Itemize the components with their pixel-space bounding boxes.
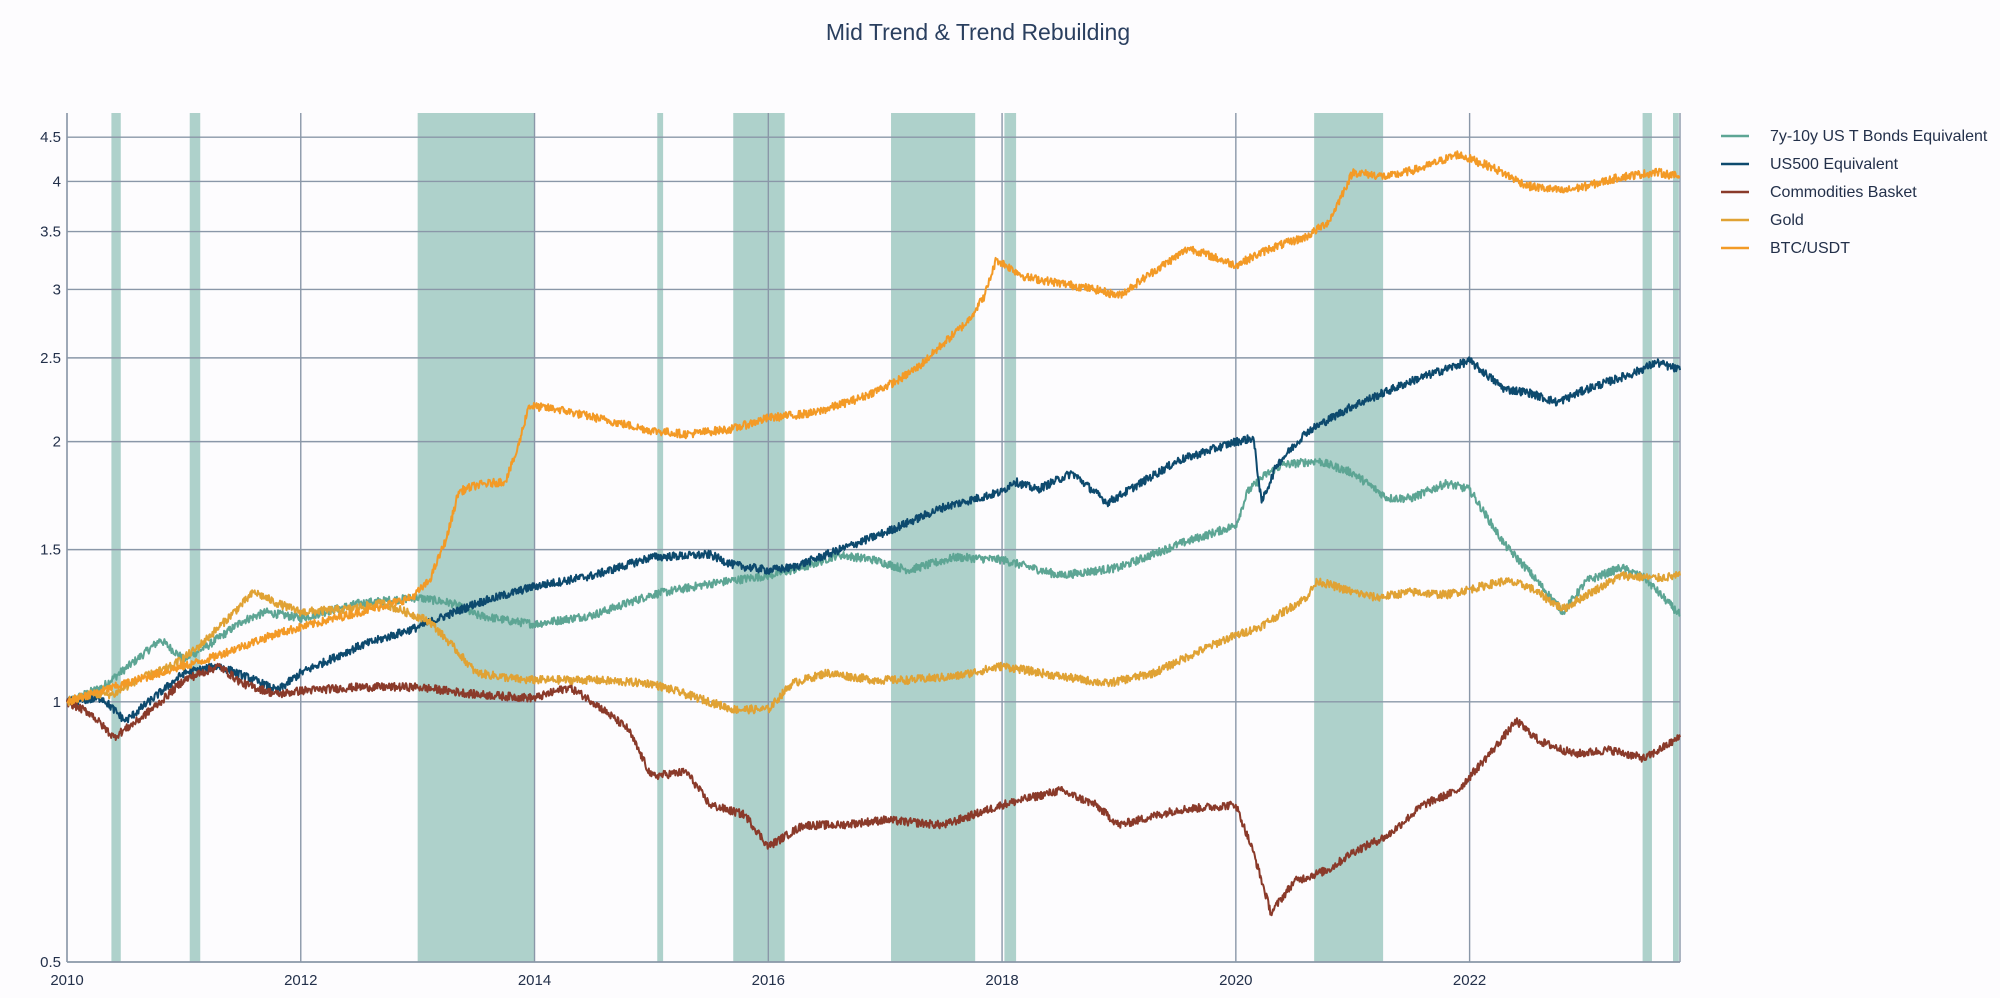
legend-label: US500 Equivalent xyxy=(1770,156,1899,173)
shaded-region xyxy=(417,113,535,962)
shaded-region xyxy=(1672,113,1679,962)
x-tick-label: 2014 xyxy=(518,972,551,989)
y-tick-label: 4 xyxy=(53,173,61,190)
y-tick-label: 1 xyxy=(53,694,61,711)
legend-item[interactable]: Gold xyxy=(1721,212,1804,229)
y-tick-label: 1.5 xyxy=(40,542,61,559)
grid-lines xyxy=(66,113,1681,963)
y-tick-label: 3.5 xyxy=(40,224,61,241)
legend[interactable]: 7y-10y US T Bonds Equivalent US500 Equiva… xyxy=(1721,128,1988,257)
legend-label: BTC/USDT xyxy=(1770,240,1850,257)
shaded-region xyxy=(189,113,201,962)
shaded-region xyxy=(1642,113,1652,962)
legend-item[interactable]: Commodities Basket xyxy=(1721,184,1917,201)
axes: 0.5 1 1.5 2 2.5 3 3.5 4 4.5 2010 2012 2014 2016 2018 2… xyxy=(40,129,1486,989)
y-tick-label: 4.5 xyxy=(40,129,61,146)
series-lines xyxy=(66,150,1681,917)
legend-item[interactable]: 7y-10y US T Bonds Equivalent xyxy=(1721,128,1988,145)
series-line xyxy=(66,571,1681,715)
y-tick-label: 2.5 xyxy=(40,350,61,367)
shaded-regions xyxy=(111,113,1679,962)
y-tick-label: 2 xyxy=(53,434,61,451)
series-line xyxy=(66,356,1681,724)
shaded-region xyxy=(1314,113,1384,962)
x-tick-label: 2020 xyxy=(1219,972,1252,989)
shaded-region xyxy=(1004,113,1017,962)
shaded-region xyxy=(733,113,785,962)
legend-item[interactable]: US500 Equivalent xyxy=(1721,156,1899,173)
x-tick-label: 2012 xyxy=(284,972,317,989)
series-line xyxy=(66,662,1681,917)
chart-title: Mid Trend & Trend Rebuilding xyxy=(826,19,1130,45)
shaded-region xyxy=(111,113,121,962)
shaded-region xyxy=(657,113,664,962)
legend-label: Commodities Basket xyxy=(1770,184,1917,201)
x-tick-label: 2010 xyxy=(50,972,83,989)
legend-item[interactable]: BTC/USDT xyxy=(1721,240,1850,257)
x-tick-label: 2016 xyxy=(752,972,785,989)
x-tick-label: 2022 xyxy=(1453,972,1486,989)
legend-label: 7y-10y US T Bonds Equivalent xyxy=(1770,128,1988,145)
legend-label: Gold xyxy=(1770,212,1804,229)
shaded-region xyxy=(891,113,976,962)
y-tick-label: 0.5 xyxy=(40,954,61,971)
series-line xyxy=(66,150,1681,706)
x-tick-label: 2018 xyxy=(985,972,1018,989)
y-tick-label: 3 xyxy=(53,281,61,298)
